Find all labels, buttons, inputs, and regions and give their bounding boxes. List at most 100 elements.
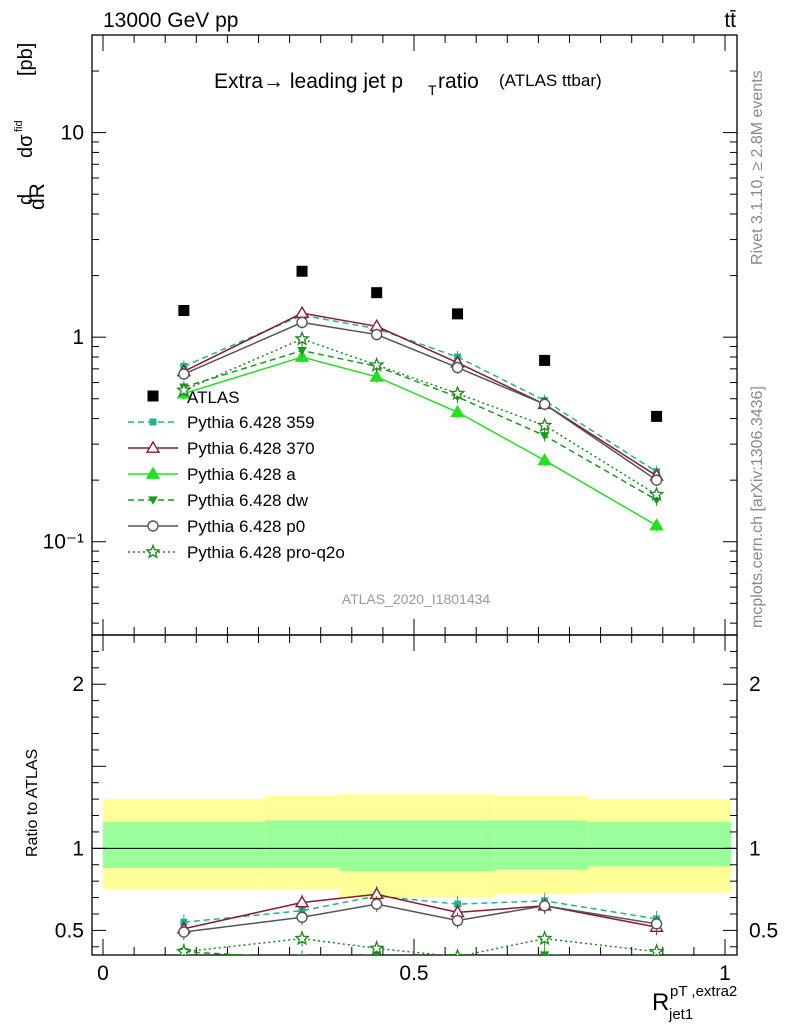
ratio-point-5-2 <box>368 940 385 955</box>
ylabel-upper: dR d dσ fid [pb] <box>13 43 49 210</box>
ylabel-upper-unit: [pb] <box>15 43 37 76</box>
ratio-point-5-3 <box>449 948 466 955</box>
point-2-5 <box>649 518 664 531</box>
legend-label-0: Pythia 6.428 359 <box>187 413 315 432</box>
legend-marker-data <box>147 390 159 402</box>
xlabel: R pT ,extra2 jet1 <box>652 983 737 1023</box>
ratio-point-4-0 <box>178 926 190 938</box>
point-2-3 <box>450 404 465 418</box>
legend-label-4: Pythia 6.428 p0 <box>187 517 305 536</box>
legend-marker-5 <box>145 543 161 559</box>
side-text-upper: Rivet 3.1.10, ≥ 2.8M events <box>749 70 766 265</box>
ylabel-upper-num: d <box>15 194 37 205</box>
ratio-point-3-3 <box>453 958 463 966</box>
ylabel-upper-fid: fid <box>13 120 25 132</box>
ratio-point-2-2 <box>371 957 383 967</box>
ratio-point-2-1 <box>296 957 308 967</box>
point-3-4 <box>539 432 550 441</box>
point-2-2 <box>369 369 384 382</box>
xtick-label-2: 1 <box>719 962 731 985</box>
title-note: (ATLAS ttbar) <box>499 71 602 90</box>
ratio-point-5-1 <box>294 930 310 946</box>
plot-title: Extra→ leading jet p T ratio (ATLAS ttba… <box>214 70 602 98</box>
ratio-point-5-4 <box>536 930 553 946</box>
ratio-point-5-5 <box>648 943 665 955</box>
legend-label-3: Pythia 6.428 dw <box>187 491 309 510</box>
point-5-4 <box>536 417 553 433</box>
band-inner-0 <box>103 822 265 869</box>
ytick-ratio-label-1: 1 <box>72 837 84 860</box>
ratio-plot: 0 0.5 1 0.5 0.5 1 1 2 2 <box>55 634 778 985</box>
data-point-5 <box>651 410 663 422</box>
ratio-point-0-3 <box>454 900 462 908</box>
ratio-point-5-0 <box>175 943 192 955</box>
series-line-2 <box>183 356 657 527</box>
ratio-line-4 <box>183 903 657 933</box>
point-5-3 <box>449 385 466 401</box>
band-inner-2 <box>339 820 495 872</box>
ytick-ratio-label-right-1: 1 <box>749 837 761 860</box>
legend-marker-2 <box>145 466 161 479</box>
title-tail: ratio <box>438 70 479 93</box>
ratio-line-5 <box>183 937 657 955</box>
ytick-upper-label-2: 10 <box>61 122 84 145</box>
xlabel-sub: jet1 <box>668 1006 693 1023</box>
ratio-point-3-1 <box>297 954 307 955</box>
point-4-1 <box>296 316 308 329</box>
ytick-ratio-label-2: 2 <box>72 673 84 696</box>
upper-plot: 10⁻¹ 1 10 <box>43 34 738 636</box>
series-line-3 <box>183 349 657 501</box>
series-line-5 <box>183 338 657 496</box>
watermark: ATLAS_2020_I1801434 <box>342 591 491 607</box>
ratio-point-2-5 <box>651 957 663 967</box>
legend-label-5: Pythia 6.428 pro-q2o <box>187 543 345 562</box>
ytick-upper-label-1: 1 <box>72 326 84 349</box>
point-3-1 <box>297 346 307 356</box>
ylabel-ratio: Ratio to ATLAS <box>24 749 41 857</box>
ratio-point-2-4 <box>539 957 551 967</box>
ratio-point-4-2 <box>370 898 383 910</box>
legend-label-2: Pythia 6.428 a <box>187 465 296 484</box>
xtick-label-0: 0 <box>97 962 109 985</box>
ylabel-upper-text: dR <box>26 183 49 210</box>
data-point-3 <box>452 308 464 320</box>
point-4-5 <box>650 474 663 486</box>
point-4-0 <box>178 368 190 380</box>
xtick-label-1: 0.5 <box>399 962 428 985</box>
ratio-point-4-5 <box>650 918 663 930</box>
xlabel-sup: pT ,extra2 <box>670 983 737 1000</box>
title-main: Extra→ leading jet p <box>214 70 403 93</box>
point-5-2 <box>368 356 385 372</box>
ylabel-upper-sigma: dσ <box>15 134 37 158</box>
header-left: 13000 GeV pp <box>103 9 238 32</box>
ratio-point-4-1 <box>296 911 308 923</box>
series-line-4 <box>183 321 658 481</box>
ratio-point-1-1 <box>294 895 310 908</box>
ratio-line-0 <box>183 895 657 923</box>
ytick-ratio-label-right-0: 0.5 <box>749 919 778 942</box>
point-2-4 <box>537 452 552 466</box>
point-1-1 <box>294 305 310 319</box>
band-inner-3 <box>494 820 589 870</box>
point-5-5 <box>648 486 665 502</box>
legend-marker-0 <box>149 418 157 426</box>
title-sub: T <box>428 82 437 98</box>
data-point-1 <box>296 265 308 277</box>
data-point-0 <box>178 305 190 317</box>
point-5-1 <box>294 330 310 346</box>
legend-marker-4 <box>147 520 159 532</box>
legend-marker-3 <box>148 496 158 505</box>
xlabel-main: R <box>652 989 669 1016</box>
data-point-2 <box>371 287 383 299</box>
point-5-0 <box>175 382 192 397</box>
point-4-4 <box>538 398 551 410</box>
header-right: tt̄ <box>724 9 736 32</box>
data-point-4 <box>539 354 551 366</box>
ratio-line-3 <box>183 950 562 955</box>
ratio-point-3-4 <box>539 951 550 955</box>
ratio-point-4-3 <box>451 914 464 927</box>
ytick-upper-label-0: 10⁻¹ <box>43 531 84 554</box>
upper-series <box>175 265 665 532</box>
ytick-ratio-label-0: 0.5 <box>55 919 84 942</box>
